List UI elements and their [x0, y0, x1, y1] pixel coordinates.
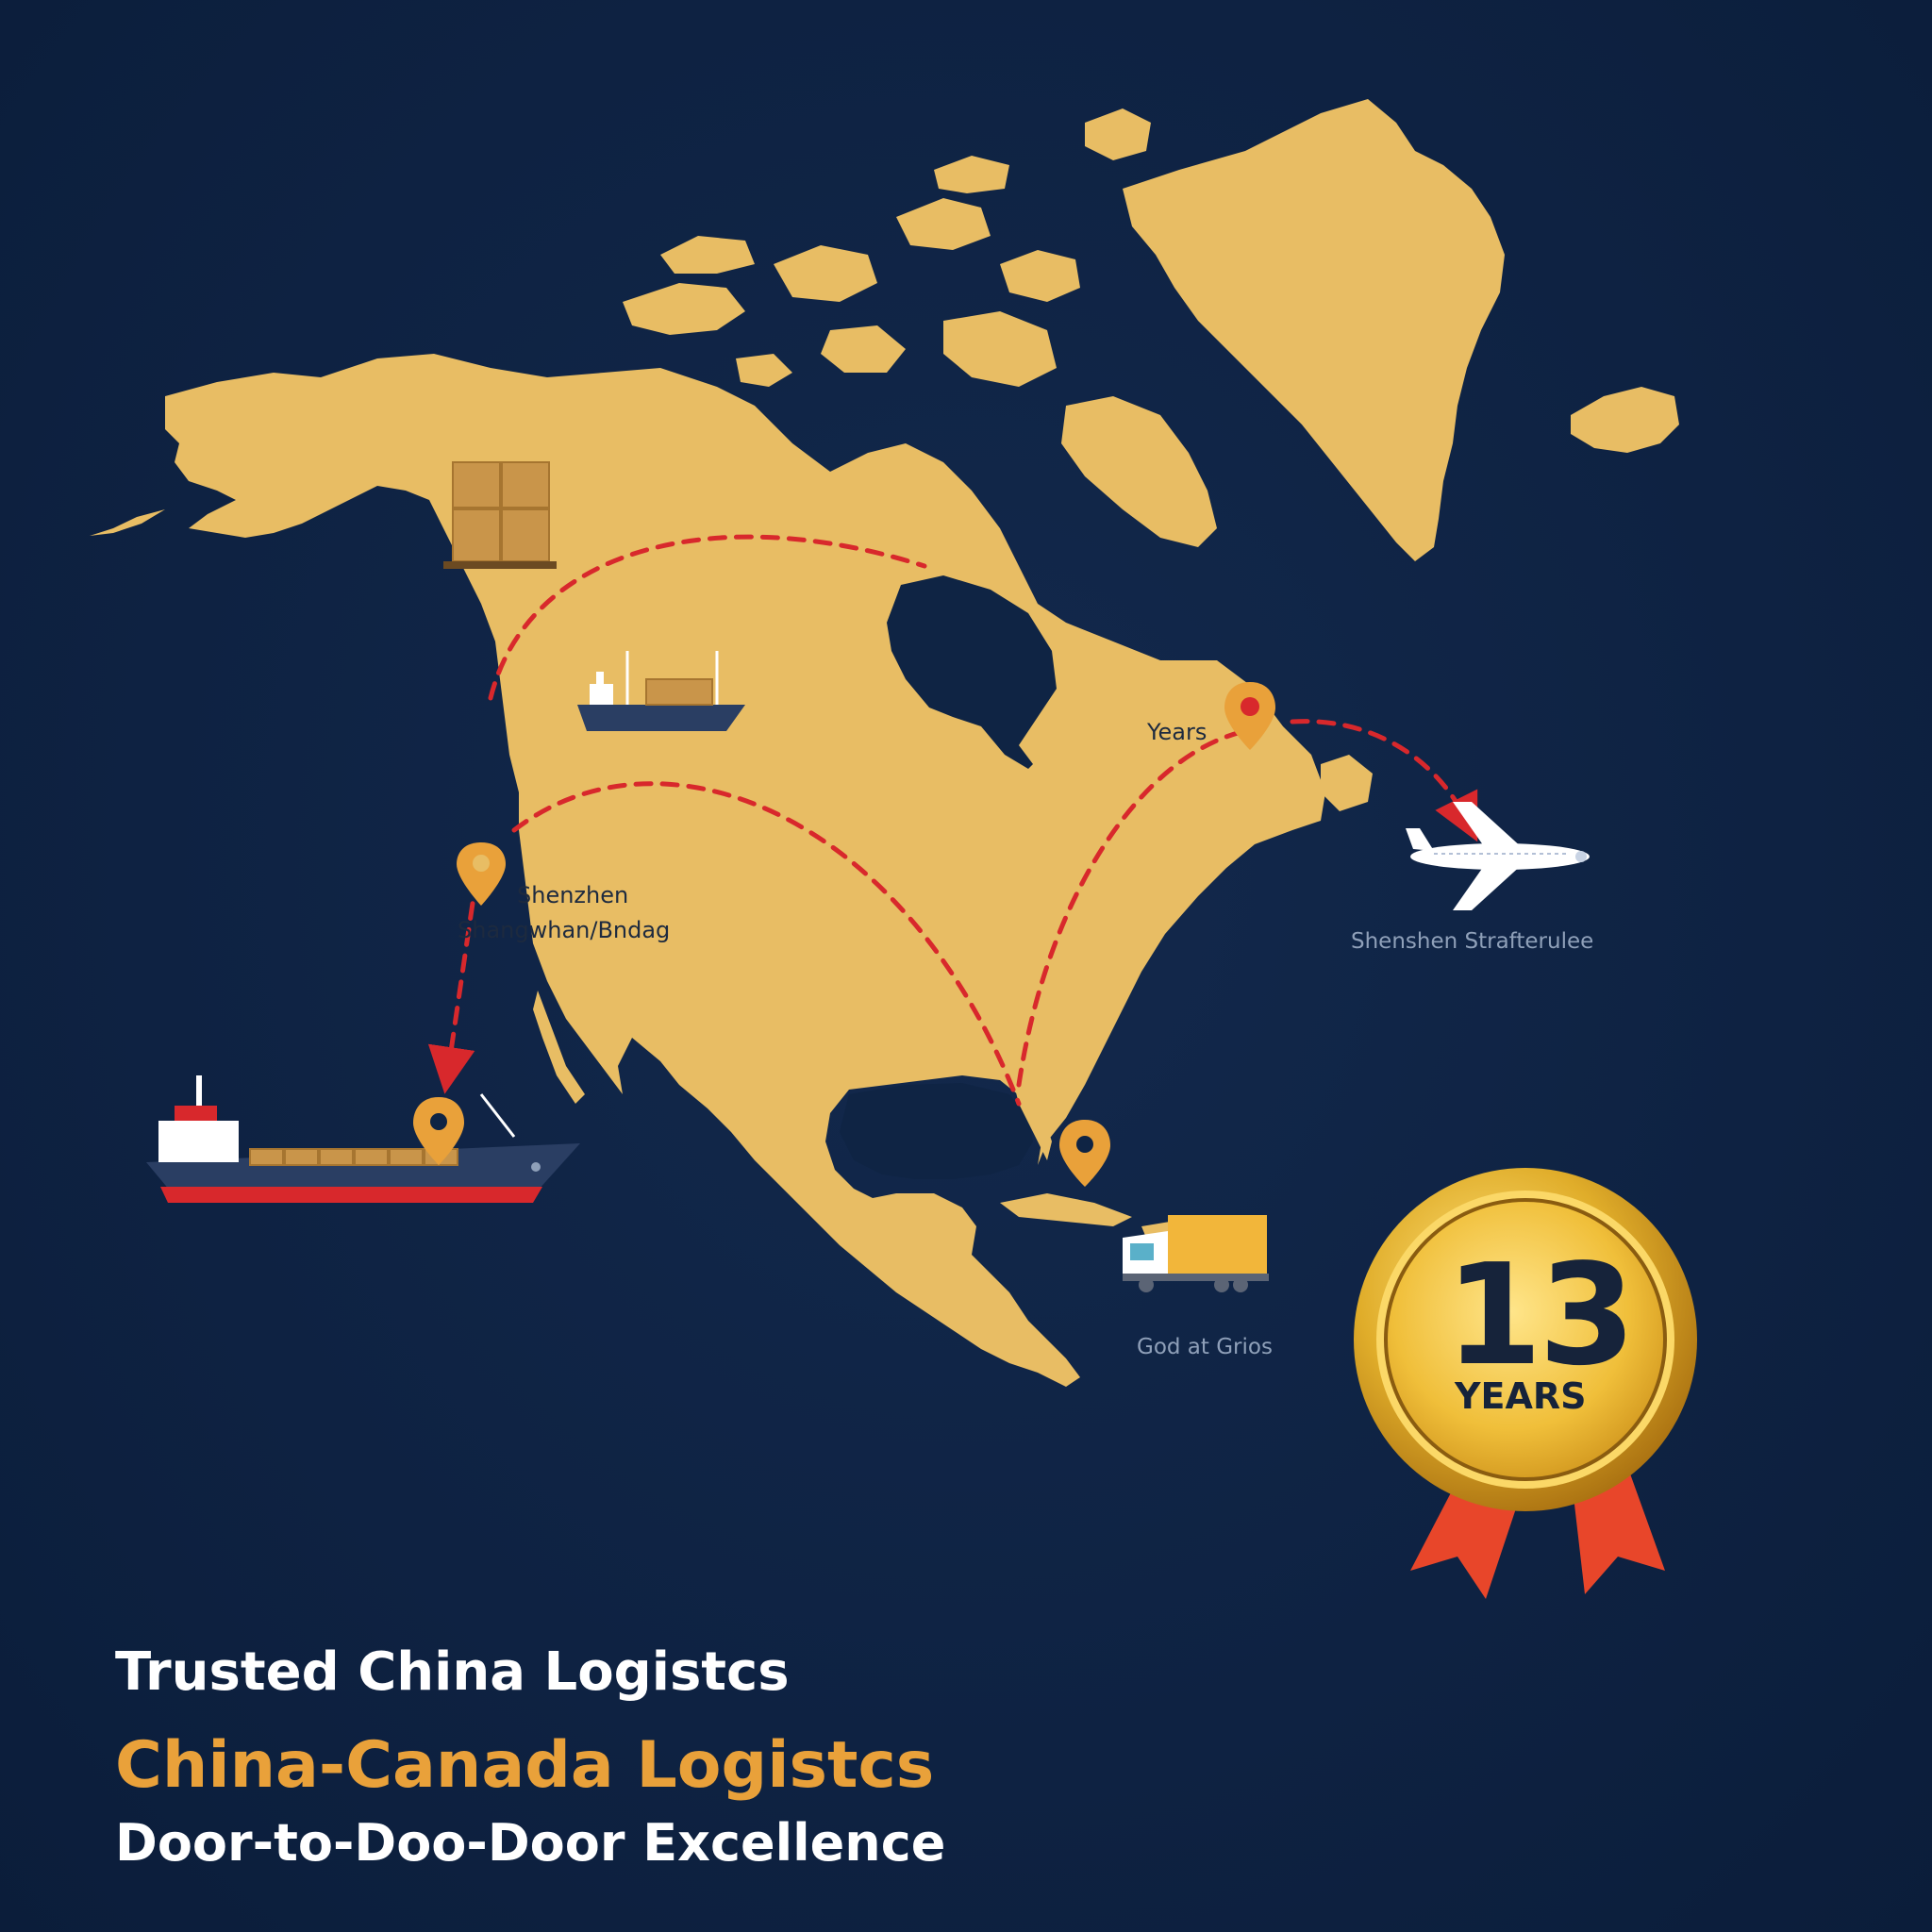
- award-badge-icon: [1354, 1168, 1697, 1599]
- badge-text: YEARS: [1455, 1375, 1587, 1417]
- location-pin-icon: [413, 1097, 464, 1165]
- arctic-island-3: [774, 245, 877, 302]
- arctic-island-9: [934, 156, 1009, 193]
- arctic-island-8: [1085, 108, 1151, 160]
- florida: [1009, 1066, 1052, 1160]
- location-pin-icon: [1224, 682, 1275, 750]
- badge-number: 13: [1445, 1234, 1636, 1396]
- iceland: [1571, 387, 1679, 453]
- headline-trusted: Trusted China Logistcs: [115, 1641, 790, 1703]
- ocean-east-label: Shenshen Strafterulee: [1351, 929, 1594, 954]
- cargo-ship-icon: [577, 651, 745, 731]
- headline-main: China-Canada Logistcs: [115, 1728, 935, 1803]
- greenland: [1123, 99, 1505, 561]
- truck-icon: [1123, 1215, 1269, 1292]
- route-atlantic-arrow: [1290, 719, 1478, 842]
- baja-california: [533, 991, 585, 1104]
- route-pacific-arrow: [427, 874, 479, 1094]
- east-pin-label: Years: [1147, 719, 1208, 745]
- west-pin-label-line2: Shangwhan/Bndag: [458, 917, 671, 943]
- route-middle-arc: [511, 781, 1022, 1107]
- arctic-island-4: [896, 198, 991, 250]
- route-east-arc: [1016, 728, 1248, 1088]
- arctic-island-2: [660, 236, 755, 274]
- mainland: [165, 354, 1325, 1387]
- cuba: [1000, 1193, 1132, 1226]
- arctic-island-7: [821, 325, 906, 373]
- hudson-bay: [887, 575, 1057, 769]
- west-pin-label-line1: Shenzhen: [517, 882, 629, 908]
- newfoundland: [1321, 755, 1373, 811]
- arctic-island-5: [1000, 250, 1080, 302]
- gulf-of-mexico: [840, 1083, 1033, 1179]
- arctic-island-1: [623, 283, 745, 335]
- location-pin-icon: [1059, 1120, 1110, 1187]
- arctic-island-6: [943, 311, 1057, 387]
- location-pin-icon: [457, 842, 506, 906]
- headline-tagline: Door-to-Doo-Door Excellence: [115, 1813, 946, 1873]
- airplane-icon: [1406, 802, 1590, 910]
- large-cargo-ship-icon: [146, 1075, 580, 1203]
- arctic-island-10: [736, 354, 792, 387]
- caribbean-label: God at Grios: [1137, 1335, 1273, 1359]
- baffin-island: [1061, 396, 1217, 547]
- box-stack-icon: [443, 461, 557, 569]
- alaska-peninsula: [90, 509, 165, 536]
- route-north-arc: [488, 534, 927, 701]
